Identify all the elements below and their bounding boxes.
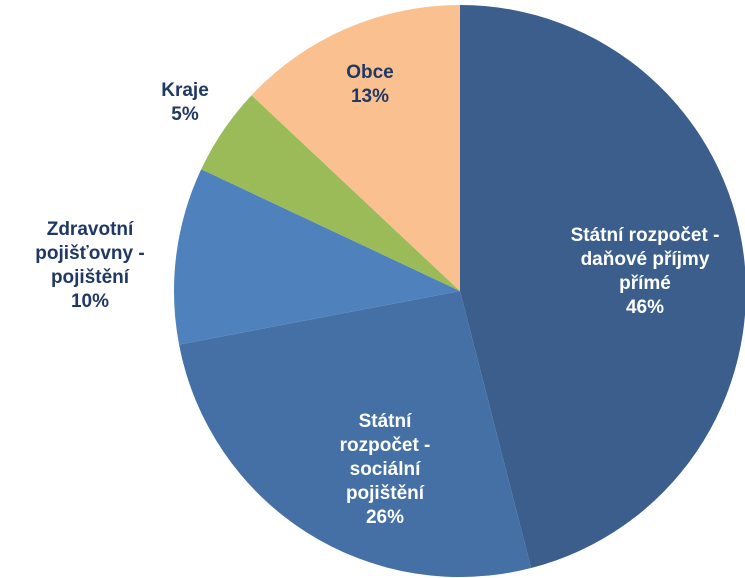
- slice-label: Státní rozpočet - daňové příjmy přímé 46%: [570, 224, 720, 320]
- value-label: 5%: [171, 104, 199, 125]
- pie-slice: [460, 5, 745, 569]
- category-label: Státní rozpočet - daňové příjmy přímé: [570, 225, 720, 294]
- pie-slice: [179, 291, 532, 577]
- slice-label: Státní rozpočet - sociální pojištění 26%: [320, 410, 450, 530]
- value-label: 26%: [365, 507, 405, 528]
- pie-slice: [201, 95, 460, 291]
- value-label: 13%: [350, 86, 390, 107]
- category-label: Státní rozpočet - sociální pojištění: [339, 411, 431, 504]
- value-label: 46%: [625, 297, 665, 318]
- value-label: 10%: [70, 291, 110, 312]
- category-label: Zdravotní pojišťovny - pojištění: [35, 219, 145, 288]
- pie-slice: [173, 169, 460, 345]
- slice-label: Zdravotní pojišťovny - pojištění 10%: [3, 218, 178, 314]
- slice-label: Kraje 5%: [145, 79, 225, 127]
- pie-slice: [251, 5, 460, 291]
- category-label: Obce: [346, 62, 394, 83]
- slice-label: Obce 13%: [330, 61, 410, 109]
- category-label: Kraje: [161, 80, 209, 101]
